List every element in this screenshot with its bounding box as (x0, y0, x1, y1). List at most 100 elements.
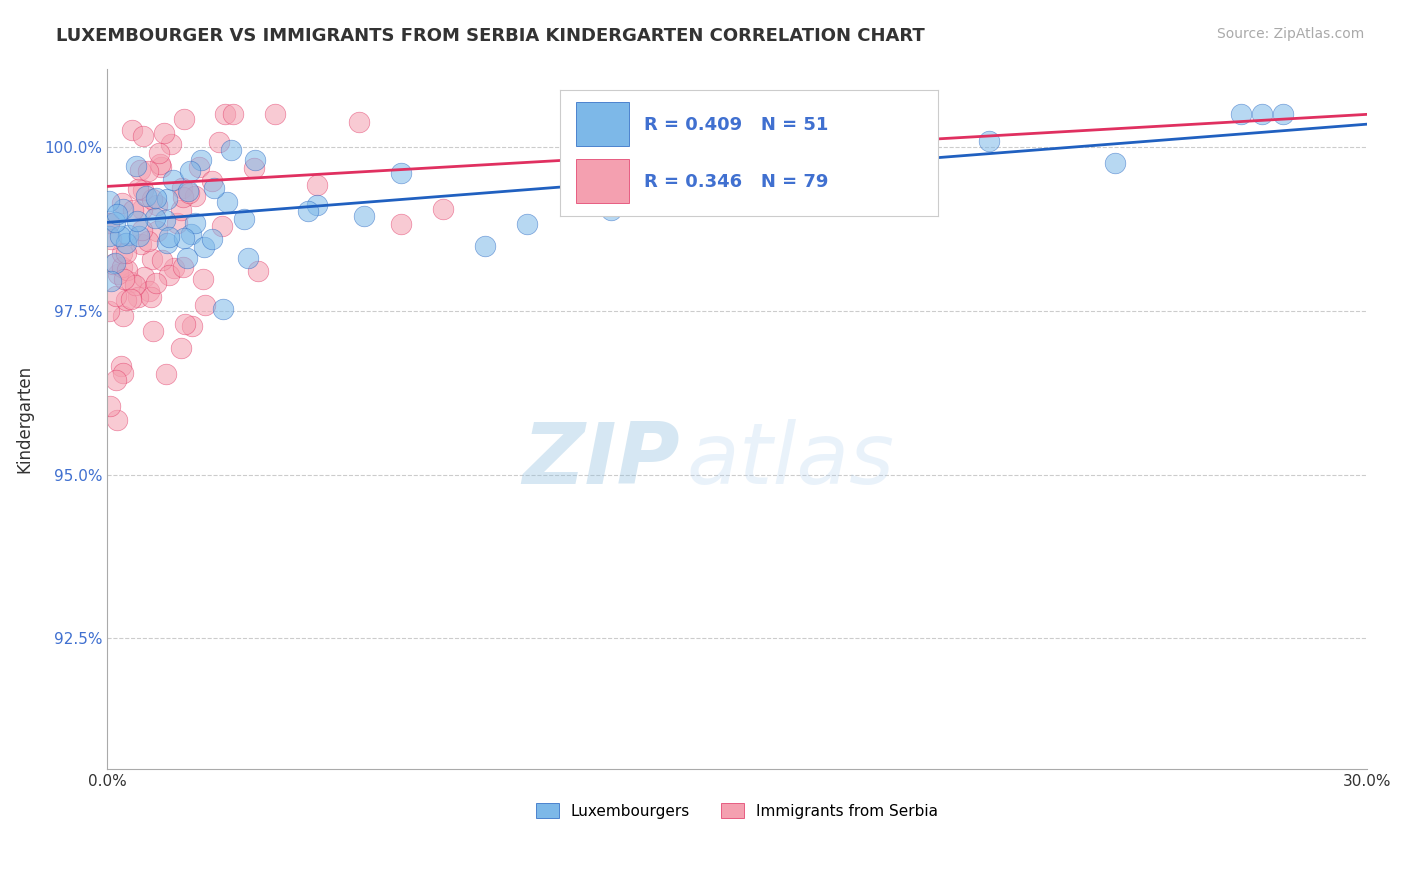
Point (211, 219, 233, 233)
Point (120, 293, 142, 307)
Point (105, 207, 128, 221)
Point (201, 173, 224, 187)
Point (136, 234, 159, 248)
Point (98, 304, 121, 318)
Point (1104, 156, 1126, 170)
Point (157, 230, 180, 244)
Point (977, 134, 1000, 148)
Point (155, 367, 177, 381)
Point (194, 298, 217, 312)
Point (1229, 107, 1251, 121)
Point (115, 293, 138, 307)
Point (297, 204, 319, 219)
Point (139, 290, 162, 304)
Point (184, 189, 207, 203)
Point (98, 216, 121, 230)
Point (852, 135, 875, 149)
Point (264, 107, 287, 121)
Point (111, 246, 134, 260)
Point (474, 239, 496, 253)
Point (208, 135, 231, 149)
Point (138, 284, 160, 298)
Point (184, 216, 207, 230)
Text: ZIP: ZIP (523, 419, 681, 502)
Point (177, 184, 200, 198)
Point (188, 160, 211, 174)
Point (132, 269, 155, 284)
Point (149, 157, 172, 171)
Point (135, 189, 157, 203)
Point (111, 196, 134, 211)
Point (115, 263, 138, 277)
Point (145, 224, 167, 238)
Point (100, 274, 122, 288)
Point (153, 126, 176, 140)
Point (215, 194, 238, 209)
Point (153, 213, 176, 227)
Point (141, 192, 163, 206)
Point (180, 227, 202, 242)
Point (111, 366, 134, 380)
Point (389, 217, 412, 231)
Point (104, 373, 127, 387)
Point (110, 359, 132, 373)
Point (176, 251, 198, 265)
Y-axis label: Kindergarten: Kindergarten (15, 365, 32, 473)
Text: LUXEMBOURGER VS IMMIGRANTS FROM SERBIA KINDERGARTEN CORRELATION CHART: LUXEMBOURGER VS IMMIGRANTS FROM SERBIA K… (56, 27, 925, 45)
Point (124, 277, 146, 292)
Point (120, 275, 142, 289)
Point (117, 228, 139, 243)
Point (146, 198, 169, 212)
Point (112, 271, 135, 285)
Point (150, 252, 173, 267)
Point (163, 260, 186, 275)
Point (114, 236, 136, 251)
Point (121, 122, 143, 136)
Point (170, 341, 193, 355)
Point (131, 202, 153, 217)
Point (136, 164, 159, 178)
Point (172, 180, 194, 194)
Point (170, 202, 193, 217)
Point (132, 128, 155, 143)
Point (173, 318, 195, 332)
Point (305, 178, 328, 192)
Point (145, 191, 167, 205)
Point (516, 217, 538, 231)
Point (305, 198, 328, 212)
Point (98, 216, 121, 230)
Point (125, 160, 148, 174)
Point (108, 228, 131, 243)
Legend: Luxembourgers, Immigrants from Serbia: Luxembourgers, Immigrants from Serbia (530, 797, 943, 825)
Point (145, 276, 167, 290)
Point (104, 215, 127, 229)
Point (129, 162, 152, 177)
Point (150, 160, 173, 174)
Point (111, 260, 134, 274)
Point (243, 161, 266, 175)
Point (128, 229, 150, 244)
Point (107, 268, 129, 282)
Point (181, 318, 204, 333)
Point (243, 153, 266, 167)
Point (111, 309, 134, 323)
Point (129, 236, 152, 251)
Point (214, 107, 236, 121)
Point (432, 202, 454, 217)
Point (132, 183, 155, 197)
Point (236, 251, 259, 265)
Point (156, 193, 179, 207)
Point (353, 209, 375, 223)
Point (162, 172, 184, 186)
Point (193, 240, 215, 254)
Point (148, 146, 170, 161)
Point (173, 112, 195, 126)
Point (179, 163, 201, 178)
Point (157, 268, 180, 282)
Point (127, 290, 149, 304)
Point (1271, 107, 1294, 121)
Point (104, 256, 127, 270)
Point (142, 324, 165, 338)
Point (131, 223, 153, 237)
Point (122, 202, 145, 217)
